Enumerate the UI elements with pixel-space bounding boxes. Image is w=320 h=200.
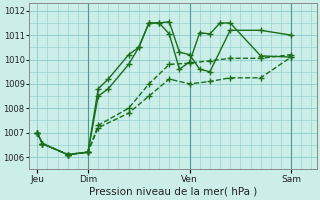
X-axis label: Pression niveau de la mer( hPa ): Pression niveau de la mer( hPa ) [89,187,257,197]
